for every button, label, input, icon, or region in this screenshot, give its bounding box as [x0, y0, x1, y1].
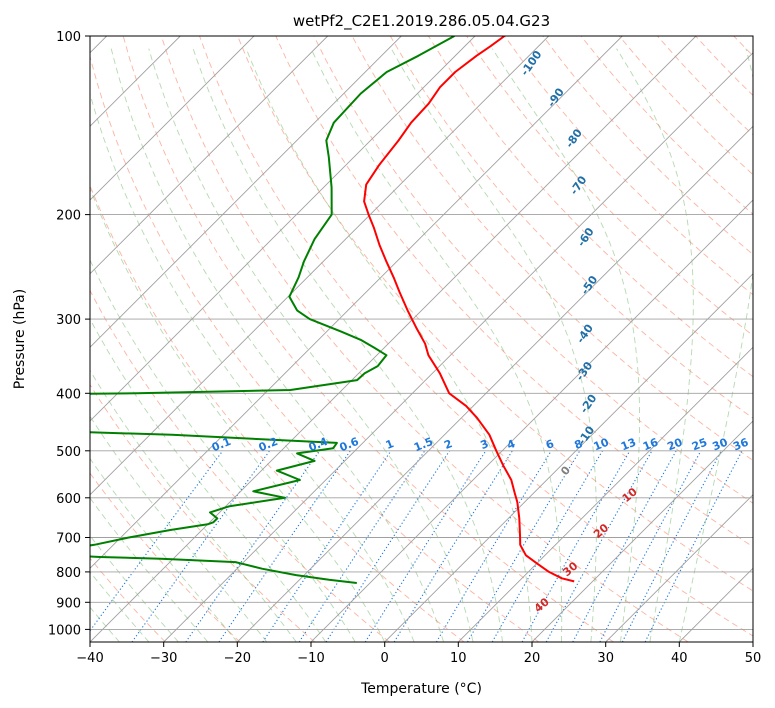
- isotherm-line: [679, 36, 775, 642]
- plot-area: 0.1 0.2 0.4 0.6 1 1.5 2 3 4 6 8 10 13 16 20 25 30 36-100-…: [0, 36, 775, 642]
- x-tick-label: −30: [150, 651, 177, 666]
- y-tick-label: 1000: [48, 623, 81, 638]
- moist-adiabat-line: [51, 49, 385, 642]
- dry-adiabat-line: [161, 36, 688, 642]
- moist-adiabat-line: [0, 49, 267, 642]
- dry-adiabat-label: 30: [560, 559, 580, 579]
- mixing-ratio-lines: [82, 451, 742, 642]
- isotherm-line: [0, 36, 401, 642]
- dry-adiabats: [0, 36, 775, 642]
- x-tick-label: −20: [224, 651, 251, 666]
- moist-adiabat-line: [0, 49, 237, 642]
- y-tick-label: 500: [56, 445, 81, 460]
- dry-adiabat-line: [428, 36, 775, 642]
- mixing-ratio-label: 6: [544, 437, 556, 452]
- mixing-ratio-label: 0.6: [338, 435, 361, 454]
- mixing-ratio-label: 1.5: [412, 435, 435, 454]
- moist-adiabat-label: -80: [563, 126, 585, 150]
- moist-adiabat-label: -40: [574, 322, 596, 346]
- dry-adiabat-line: [734, 36, 775, 642]
- isotherm-line: [0, 36, 475, 642]
- mixing-ratio-line: [132, 451, 270, 642]
- y-axis-label: Pressure (hPa): [12, 289, 28, 389]
- dry-adiabat-line: [85, 36, 539, 642]
- y-tick-label: 200: [56, 209, 81, 224]
- dry-adiabat-line: [505, 36, 775, 642]
- mixing-ratio-line: [600, 451, 701, 642]
- y-tick-label: 800: [56, 566, 81, 581]
- x-tick-label: 30: [597, 651, 614, 666]
- mixing-ratio-label: 0.4: [307, 435, 330, 454]
- dry-adiabat-line: [696, 36, 775, 642]
- mixing-ratio-line: [219, 451, 350, 642]
- moist-adiabat-line: [679, 49, 761, 642]
- dry-adiabat-line: [657, 36, 775, 642]
- moist-adiabats: [0, 49, 761, 642]
- isotherm-line: [0, 36, 328, 642]
- isotherm-line: [311, 36, 775, 642]
- y-axis: 100 200 300 400 500 600 700 800 900 1000: [48, 30, 90, 638]
- dry-adiabat-label: 20: [591, 521, 611, 541]
- dry-adiabat-label: 40: [532, 595, 552, 615]
- x-tick-label: 10: [450, 651, 467, 666]
- isotherm-line: [753, 36, 775, 642]
- y-tick-label: 400: [56, 387, 81, 402]
- mixing-ratio-line: [82, 451, 223, 642]
- dry-adiabat-line: [467, 36, 775, 642]
- dry-adiabat-line: [581, 36, 775, 642]
- y-tick-label: 100: [56, 30, 81, 45]
- mixing-ratio-line: [365, 451, 486, 642]
- isotherm-line: [0, 36, 254, 642]
- x-tick-label: −10: [297, 651, 324, 666]
- mixing-ratio-line: [573, 451, 676, 642]
- mixing-ratio-label: 0.2: [257, 435, 280, 454]
- chart-title: wetPf2_C2E1.2019.286.05.04.G23: [293, 12, 550, 31]
- x-tick-label: 0: [381, 651, 389, 666]
- moist-adiabat-line: [0, 49, 296, 642]
- mixing-ratio-label: 2: [442, 437, 454, 452]
- temperature-profile-line: [364, 36, 574, 581]
- moist-adiabat-line: [3, 49, 326, 642]
- isotherm-line: [90, 36, 696, 642]
- dry-adiabat-line: [352, 36, 775, 642]
- dry-adiabat-line: [0, 36, 315, 642]
- x-tick-label: 20: [524, 651, 541, 666]
- isotherm-line: [237, 36, 775, 642]
- moist-adiabat-label: -50: [578, 273, 600, 297]
- isotherm-line: [16, 36, 622, 642]
- dry-adiabat-line: [276, 36, 775, 642]
- x-tick-label: 50: [745, 651, 762, 666]
- mixing-ratio-line: [436, 451, 551, 642]
- isotherm-line: [458, 36, 775, 642]
- moist-adiabat-label: -90: [545, 85, 567, 109]
- moist-adiabat-label: -70: [567, 173, 589, 197]
- mixing-ratio-line: [299, 451, 425, 642]
- isotherm-line: [164, 36, 770, 642]
- mixing-ratio-label: 1: [384, 437, 396, 452]
- skewed-isotherms: [0, 36, 775, 642]
- moist-adiabat-label: -20: [577, 392, 599, 416]
- x-axis: −40 −30 −20 −10 0 10 20 30 40 50: [76, 642, 761, 666]
- x-tick-label: 40: [671, 651, 688, 666]
- y-tick-label: 300: [56, 313, 81, 328]
- dry-adiabat-line: [314, 36, 775, 642]
- x-axis-label: Temperature (°C): [360, 681, 482, 697]
- y-tick-label: 600: [56, 492, 81, 507]
- y-tick-label: 900: [56, 596, 81, 611]
- dry-adiabat-line: [0, 36, 240, 642]
- moist-adiabat-label: -60: [575, 225, 597, 249]
- y-tick-label: 700: [56, 532, 81, 547]
- zero-label: 0: [558, 463, 573, 477]
- isotherm-line: [532, 36, 775, 642]
- moist-adiabat-line: [111, 49, 443, 642]
- grid: [90, 36, 753, 629]
- mixing-ratio-label: 4: [505, 437, 517, 452]
- profiles: [0, 36, 574, 583]
- x-tick-label: −40: [76, 651, 103, 666]
- moist-adiabat-line: [26, 49, 356, 642]
- dry-adiabat-line: [238, 36, 775, 642]
